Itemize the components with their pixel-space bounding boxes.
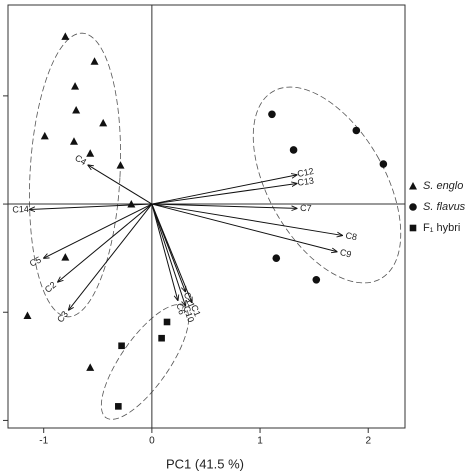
loading-arrow — [151, 203, 178, 300]
plot-frame — [7, 4, 406, 429]
legend-marker — [409, 224, 417, 232]
loading-arrow — [151, 175, 297, 205]
point — [268, 110, 276, 119]
point — [71, 82, 80, 90]
loading-label: C3 — [55, 309, 70, 324]
x-tick-label: 0 — [149, 436, 155, 447]
loading-label: C14 — [12, 204, 29, 215]
loading-label: C8 — [345, 230, 358, 242]
legend-marker — [409, 203, 417, 211]
point — [116, 161, 125, 169]
loading-label: C13 — [297, 176, 315, 188]
loading-label: C1 — [189, 303, 203, 317]
point — [115, 403, 122, 410]
point — [272, 254, 281, 262]
point — [61, 253, 70, 261]
point — [352, 126, 361, 135]
loading-label: C2 — [43, 280, 58, 295]
loading-arrow — [69, 203, 153, 310]
loading-arrow — [88, 165, 153, 205]
group-ellipse — [29, 32, 121, 318]
loading-arrow — [151, 203, 342, 235]
point — [61, 32, 70, 40]
x-axis-label: PC1 (41.5 %) — [166, 456, 244, 471]
loading-arrow — [151, 203, 192, 302]
x-tick-label: 2 — [365, 436, 371, 447]
point — [118, 342, 125, 350]
loading-arrow — [151, 203, 297, 208]
legend-label: S. flavus — [423, 201, 466, 213]
point — [379, 160, 388, 168]
point — [86, 363, 95, 371]
loading-label: C7 — [300, 203, 312, 213]
loading-label: C5 — [28, 255, 43, 269]
loading-arrow — [151, 203, 186, 306]
point — [99, 118, 108, 127]
x-tick-label: 1 — [257, 436, 263, 447]
point — [72, 105, 81, 114]
loading-label: C10 — [181, 305, 196, 324]
point — [23, 311, 32, 319]
loading-label: C6 — [174, 302, 187, 316]
point — [163, 318, 171, 326]
group-ellipse — [252, 86, 402, 284]
point — [86, 149, 95, 157]
x-tick-label: -1 — [39, 436, 48, 447]
point — [69, 137, 78, 145]
legend-marker — [409, 182, 417, 190]
legend-label: F₁ hybri — [423, 222, 460, 234]
loading-label: C4 — [73, 153, 88, 168]
point — [312, 275, 321, 284]
loading-label: C9 — [339, 247, 353, 260]
point — [90, 57, 99, 65]
loading-label: C12 — [296, 166, 314, 179]
loading-arrow — [44, 203, 153, 258]
legend-label: S. englo — [423, 180, 463, 192]
point — [289, 146, 298, 154]
loading-arrow — [58, 203, 153, 282]
point — [158, 334, 165, 342]
loading-arrow — [151, 203, 337, 252]
loading-arrow — [151, 184, 297, 205]
point — [40, 131, 49, 140]
point — [127, 200, 136, 208]
